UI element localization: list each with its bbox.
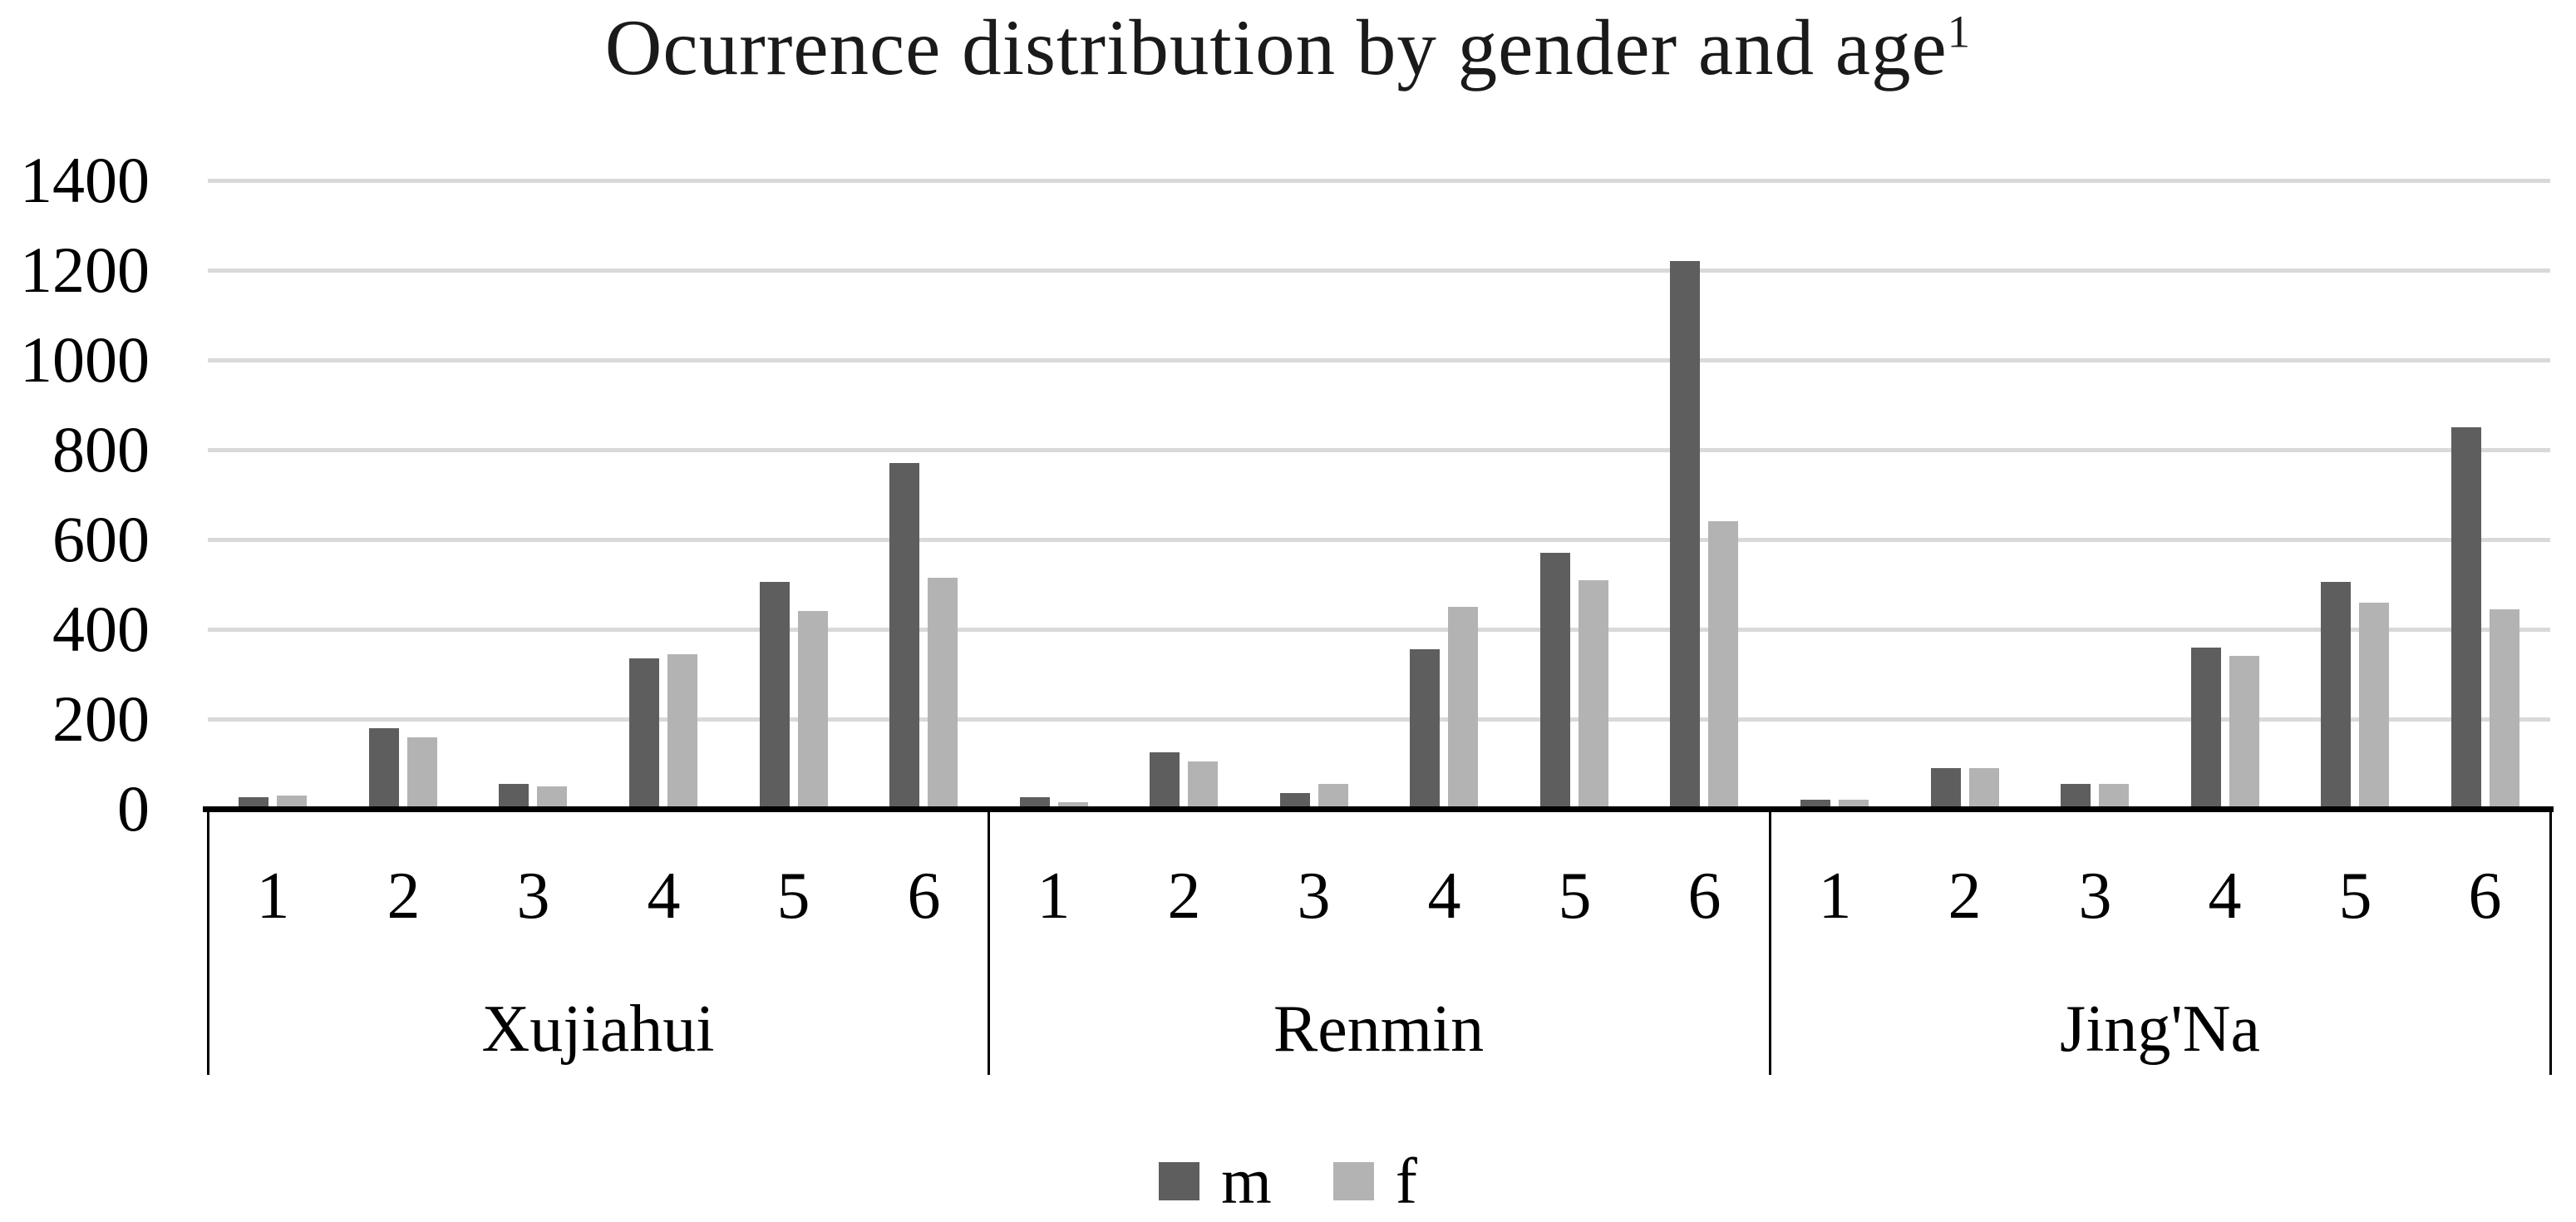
category-label: 3 xyxy=(1297,860,1331,933)
bar-f-Jing'Na-5 xyxy=(2359,603,2389,809)
chart-title: Ocurrence distribution by gender and age… xyxy=(0,6,2576,90)
bar-m-Jing'Na-2 xyxy=(1931,768,1961,809)
x-axis-line xyxy=(203,806,2554,812)
category-label: 6 xyxy=(907,860,941,933)
gridline-1400 xyxy=(208,179,2550,183)
bar-f-Jing'Na-2 xyxy=(1969,768,1999,809)
bar-f-Jing'Na-6 xyxy=(2490,609,2519,809)
legend: m f xyxy=(0,1149,2576,1214)
bar-m-Xujiahui-3 xyxy=(499,784,529,809)
category-label: 3 xyxy=(2078,860,2112,933)
gridline-400 xyxy=(208,628,2550,632)
category-label: 1 xyxy=(1818,860,1852,933)
bar-m-Renmin-2 xyxy=(1150,752,1180,809)
legend-swatch-m xyxy=(1159,1162,1200,1200)
category-label: 1 xyxy=(256,860,290,933)
category-label: 6 xyxy=(1687,860,1721,933)
bar-f-Renmin-1 xyxy=(1058,802,1088,809)
category-label: 5 xyxy=(2338,860,2372,933)
category-label: 1 xyxy=(1037,860,1071,933)
category-label: 4 xyxy=(1427,860,1461,933)
legend-item-m: m xyxy=(1159,1149,1272,1214)
y-axis-label-200: 200 xyxy=(52,682,150,755)
gridline-600 xyxy=(208,538,2550,542)
bar-f-Jing'Na-1 xyxy=(1839,800,1869,809)
legend-item-f: f xyxy=(1332,1145,1417,1217)
group-label-2: Jing'Na xyxy=(2059,993,2261,1066)
bar-m-Renmin-5 xyxy=(1540,553,1570,809)
bar-m-Renmin-3 xyxy=(1280,793,1310,809)
bar-f-Xujiahui-6 xyxy=(928,578,958,809)
legend-swatch-f xyxy=(1332,1162,1374,1200)
category-label: 2 xyxy=(387,860,421,933)
chart-title-superscript: 1 xyxy=(1947,6,1972,57)
bar-m-Xujiahui-2 xyxy=(369,728,399,809)
y-axis-label-800: 800 xyxy=(52,413,150,485)
group-divider-0 xyxy=(207,809,209,1075)
bar-m-Jing'Na-6 xyxy=(2451,427,2481,809)
bar-m-Renmin-1 xyxy=(1020,797,1050,809)
category-label: 4 xyxy=(2208,860,2242,933)
bar-f-Renmin-6 xyxy=(1708,521,1738,809)
bar-f-Xujiahui-1 xyxy=(277,796,307,809)
category-label: 6 xyxy=(2468,860,2502,933)
gridline-1200 xyxy=(208,269,2550,273)
category-label: 2 xyxy=(1948,860,1982,933)
y-axis-label-600: 600 xyxy=(52,503,150,575)
bar-m-Jing'Na-1 xyxy=(1800,800,1830,809)
y-axis-label-1000: 1000 xyxy=(20,323,150,396)
bar-m-Renmin-4 xyxy=(1410,649,1440,809)
bar-m-Xujiahui-1 xyxy=(239,797,268,809)
bar-f-Xujiahui-2 xyxy=(407,737,437,809)
bar-f-Renmin-5 xyxy=(1579,580,1608,809)
group-label-1: Renmin xyxy=(1273,993,1485,1066)
gridline-800 xyxy=(208,448,2550,452)
category-label: 3 xyxy=(516,860,550,933)
bar-f-Jing'Na-4 xyxy=(2229,656,2259,809)
bar-m-Jing'Na-3 xyxy=(2061,784,2091,809)
group-divider-right xyxy=(2549,809,2552,1075)
category-label: 2 xyxy=(1167,860,1201,933)
bar-f-Xujiahui-5 xyxy=(798,611,828,809)
y-axis-label-1200: 1200 xyxy=(20,234,150,306)
bar-f-Renmin-3 xyxy=(1318,784,1348,809)
legend-label-m: m xyxy=(1221,1145,1272,1217)
y-axis-label-1400: 1400 xyxy=(20,144,150,216)
y-axis-label-400: 400 xyxy=(52,593,150,665)
bar-m-Xujiahui-6 xyxy=(889,463,919,809)
bar-m-Xujiahui-4 xyxy=(629,658,659,809)
bar-f-Jing'Na-3 xyxy=(2099,784,2129,809)
y-axis-label-0: 0 xyxy=(117,772,150,845)
gridline-1000 xyxy=(208,358,2550,362)
category-label: 4 xyxy=(647,860,681,933)
bar-f-Xujiahui-4 xyxy=(667,654,697,809)
bar-f-Xujiahui-3 xyxy=(537,786,567,809)
bar-f-Renmin-2 xyxy=(1188,761,1218,809)
bar-m-Renmin-6 xyxy=(1670,261,1700,809)
bar-m-Jing'Na-4 xyxy=(2191,648,2221,809)
gridline-200 xyxy=(208,717,2550,722)
group-label-0: Xujiahui xyxy=(481,993,715,1066)
group-divider-1 xyxy=(988,809,991,1075)
bar-m-Jing'Na-5 xyxy=(2321,582,2351,809)
category-label: 5 xyxy=(1558,860,1592,933)
chart-title-text: Ocurrence distribution by gender and age xyxy=(604,3,1948,91)
group-divider-2 xyxy=(1768,809,1771,1075)
category-label: 5 xyxy=(776,860,810,933)
bar-f-Renmin-4 xyxy=(1448,607,1478,809)
bar-m-Xujiahui-5 xyxy=(760,582,790,809)
legend-label-f: f xyxy=(1395,1145,1417,1217)
